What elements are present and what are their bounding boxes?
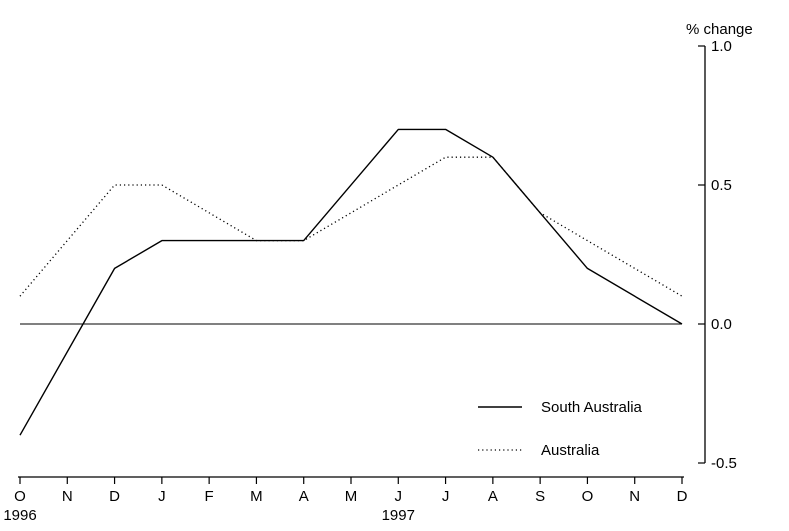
y-ticks: 1.0 0.5 0.0 -0.5 [698, 38, 737, 472]
series-group [19, 128, 683, 436]
legend: South Australia Australia [478, 399, 643, 459]
x-tick-label: O [582, 488, 594, 505]
x-tick-label: O [14, 488, 26, 505]
series-line-south-australia [19, 128, 683, 436]
y-axis-title: % change [686, 21, 753, 38]
x-tick-label: A [299, 488, 309, 505]
y-tick-label: 1.0 [711, 38, 732, 55]
y-tick-label: -0.5 [711, 455, 737, 472]
x-tick-label: M [345, 488, 358, 505]
x-tick-label: D [109, 488, 120, 505]
x-tick-label: J [442, 488, 450, 505]
y-tick-label: 0.0 [711, 316, 732, 333]
x-tick-label: F [205, 488, 214, 505]
x-tick-label: D [677, 488, 688, 505]
x-tick-label: J [395, 488, 403, 505]
x-tick-label: A [488, 488, 498, 505]
year-label: 1996 [3, 507, 36, 524]
x-tick-label: N [62, 488, 73, 505]
legend-label: South Australia [541, 399, 643, 416]
x-tick-label: N [629, 488, 640, 505]
legend-label: Australia [541, 442, 600, 459]
y-tick-label: 0.5 [711, 177, 732, 194]
x-tick-label: J [158, 488, 166, 505]
series-line-australia [19, 156, 683, 297]
x-tick-label: M [250, 488, 263, 505]
x-ticks: O N D J F M A M J J A S O N D 1996 1997 [3, 477, 688, 524]
x-tick-label: S [535, 488, 545, 505]
year-label: 1997 [382, 507, 415, 524]
